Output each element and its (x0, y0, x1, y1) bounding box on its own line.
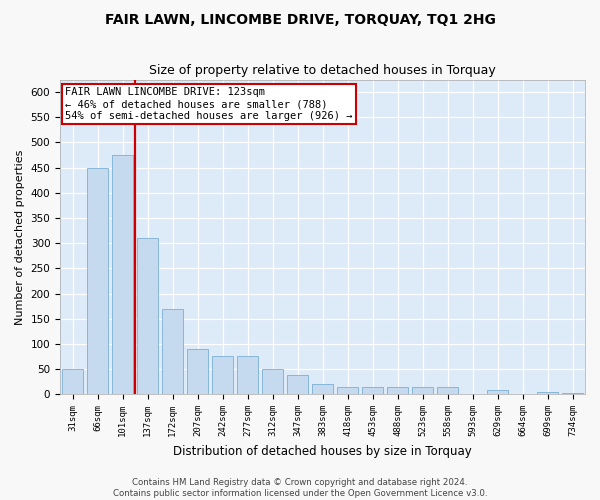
Bar (337, 386, 358, 394)
X-axis label: Distribution of detached houses by size in Torquay: Distribution of detached houses by size … (173, 444, 472, 458)
Bar (537, 392, 558, 394)
Bar (237, 356, 258, 394)
Text: FAIR LAWN LINCOMBE DRIVE: 123sqm
← 46% of detached houses are smaller (788)
54% : FAIR LAWN LINCOMBE DRIVE: 123sqm ← 46% o… (65, 88, 353, 120)
Bar (412, 386, 433, 394)
Bar (137, 238, 158, 394)
Bar (312, 384, 333, 394)
Bar (112, 155, 133, 394)
Bar (62, 369, 83, 394)
Bar (187, 349, 208, 394)
Title: Size of property relative to detached houses in Torquay: Size of property relative to detached ho… (149, 64, 496, 77)
Bar (212, 356, 233, 394)
Y-axis label: Number of detached properties: Number of detached properties (15, 149, 25, 324)
Bar (287, 375, 308, 394)
Bar (362, 386, 383, 394)
Bar (562, 393, 583, 394)
Text: FAIR LAWN, LINCOMBE DRIVE, TORQUAY, TQ1 2HG: FAIR LAWN, LINCOMBE DRIVE, TORQUAY, TQ1 … (104, 12, 496, 26)
Bar (437, 386, 458, 394)
Bar (487, 390, 508, 394)
Bar (162, 308, 183, 394)
Bar (387, 386, 408, 394)
Text: Contains HM Land Registry data © Crown copyright and database right 2024.
Contai: Contains HM Land Registry data © Crown c… (113, 478, 487, 498)
Bar (262, 369, 283, 394)
Bar (87, 168, 108, 394)
